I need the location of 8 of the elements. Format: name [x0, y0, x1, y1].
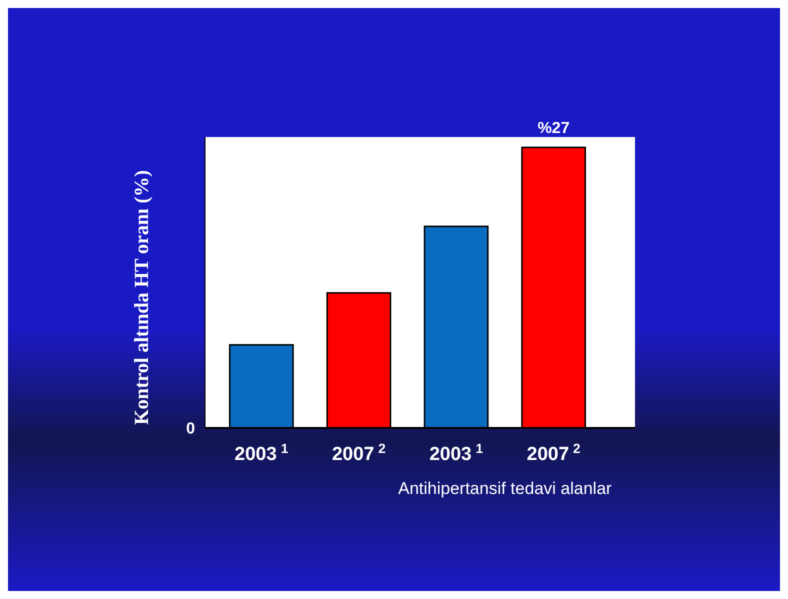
x-tick-label: 2003$^{1}$: [429, 440, 484, 465]
text: Antihipertansif tedavi alanlar: [398, 479, 612, 498]
x-tick-label: 2007$^{2}$: [526, 440, 580, 465]
x-tick-label: 2003$^{1}$: [234, 440, 289, 465]
data-label: %27: [538, 120, 570, 137]
text: 0: [186, 420, 196, 438]
y-axis-title: Kontrol altında HT oranı (%): [131, 170, 153, 425]
x-tick-label: 2007$^{2}$: [332, 440, 386, 465]
